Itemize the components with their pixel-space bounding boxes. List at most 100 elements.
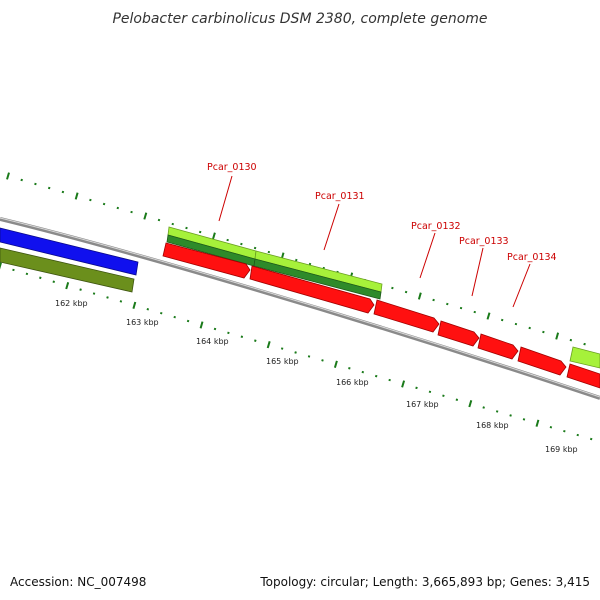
inner-minor-tick: [509, 414, 512, 417]
outer-minor-tick: [102, 202, 106, 206]
outer-minor-tick: [473, 310, 476, 314]
inner-minor-tick: [160, 311, 163, 315]
outer-minor-tick: [20, 178, 23, 182]
kbp-label-163: 163 kbp: [126, 318, 159, 327]
outer-minor-tick: [116, 206, 120, 210]
inner-minor-tick: [79, 288, 82, 291]
gene-label-pcar-0133: Pcar_0133: [459, 236, 509, 247]
outer-minor-tick: [446, 302, 449, 306]
inner-major-tick: [0, 262, 2, 270]
outer-minor-tick: [157, 218, 161, 222]
kbp-label-166: 166 kbp: [336, 378, 369, 387]
outer-minor-tick: [404, 290, 408, 294]
leader-line-pcar-0132: [419, 232, 436, 279]
inner-minor-tick: [280, 347, 284, 350]
inner-minor-tick: [549, 425, 553, 429]
inner-minor-tick: [106, 296, 109, 299]
outer-minor-tick: [295, 258, 298, 262]
feature-red-2: [249, 265, 375, 314]
outer-minor-tick: [226, 238, 229, 242]
inner-minor-tick: [495, 410, 499, 413]
outer-minor-tick: [391, 286, 394, 290]
leader-line-pcar-0133: [471, 247, 484, 297]
gene-label-pcar-0134: Pcar_0134: [507, 252, 557, 263]
inner-minor-tick: [39, 276, 42, 280]
outer-minor-tick: [240, 242, 243, 246]
outer-major-tick: [555, 332, 560, 340]
outer-minor-tick: [47, 186, 51, 190]
accession-text: Accession: NC_007498: [10, 575, 146, 589]
feature-red-right: [566, 363, 600, 389]
inner-minor-tick: [52, 280, 55, 283]
gene-label-pcar-0130: Pcar_0130: [207, 162, 257, 173]
inner-minor-tick: [294, 351, 297, 354]
outer-minor-tick: [61, 190, 65, 194]
inner-minor-tick: [213, 327, 217, 331]
inner-minor-tick: [563, 429, 566, 433]
inner-major-tick: [333, 360, 338, 368]
outer-minor-tick: [34, 182, 37, 186]
outer-minor-tick: [514, 322, 518, 326]
outer-minor-tick: [267, 250, 271, 254]
inner-major-tick: [535, 419, 540, 427]
inner-minor-tick: [388, 378, 391, 382]
outer-minor-tick: [89, 198, 92, 202]
feature-green-right: [569, 346, 600, 369]
inner-minor-tick: [361, 370, 365, 374]
genome-backbone: [0, 217, 600, 400]
outer-major-tick: [6, 172, 10, 180]
inner-minor-tick: [522, 418, 526, 421]
gene-label-pcar-0131: Pcar_0131: [315, 191, 365, 202]
genome-summary-text: Topology: circular; Length: 3,665,893 bp…: [259, 575, 590, 589]
outer-minor-tick: [130, 210, 133, 214]
outer-minor-tick: [583, 342, 586, 346]
inner-major-tick: [401, 380, 406, 388]
feature-blue-left: [0, 227, 139, 276]
inner-minor-tick: [589, 437, 593, 441]
inner-minor-tick: [173, 315, 176, 319]
kbp-label-169: 169 kbp: [545, 445, 578, 454]
leader-line-pcar-0130: [218, 175, 233, 222]
inner-minor-tick: [348, 367, 351, 370]
feature-olive-left: [0, 247, 135, 293]
inner-minor-tick: [576, 433, 579, 437]
inner-minor-tick: [227, 331, 230, 335]
inner-minor-tick: [442, 394, 445, 398]
inner-minor-tick: [415, 386, 418, 390]
outer-minor-tick: [185, 226, 188, 230]
outer-major-tick: [211, 232, 216, 240]
kbp-label-167: 167 kbp: [406, 400, 439, 409]
outer-major-tick: [143, 212, 148, 220]
inner-major-tick: [199, 321, 204, 329]
inner-minor-tick: [25, 272, 29, 276]
inner-minor-tick: [186, 319, 190, 323]
outer-minor-tick: [459, 306, 463, 310]
feature-red-3: [373, 299, 440, 333]
leader-line-pcar-0134: [512, 263, 531, 308]
inner-minor-tick: [92, 292, 96, 295]
kbp-label-162: 162 kbp: [55, 299, 88, 308]
inner-tick-row: [0, 262, 593, 441]
outer-minor-tick: [528, 326, 531, 330]
inner-minor-tick: [455, 398, 459, 401]
outer-minor-tick: [198, 230, 202, 234]
inner-minor-tick: [119, 300, 123, 303]
genome-backbone-highlight: [0, 217, 600, 398]
outer-minor-tick: [253, 246, 257, 250]
inner-minor-tick: [482, 406, 485, 409]
inner-minor-tick: [12, 268, 15, 272]
inner-minor-tick: [374, 374, 378, 378]
kbp-label-168: 168 kbp: [476, 421, 509, 430]
feature-green-2-inner: [253, 258, 382, 300]
outer-minor-tick: [171, 222, 174, 226]
leader-line-pcar-0131: [323, 203, 340, 251]
inner-minor-tick: [146, 307, 150, 311]
inner-minor-tick: [428, 390, 432, 394]
gene-label-pcar-0132: Pcar_0132: [411, 221, 461, 232]
inner-major-tick: [65, 282, 70, 290]
feature-red-5: [477, 333, 519, 360]
inner-minor-tick: [307, 355, 311, 358]
inner-major-tick: [468, 400, 473, 408]
inner-minor-tick: [240, 335, 244, 338]
